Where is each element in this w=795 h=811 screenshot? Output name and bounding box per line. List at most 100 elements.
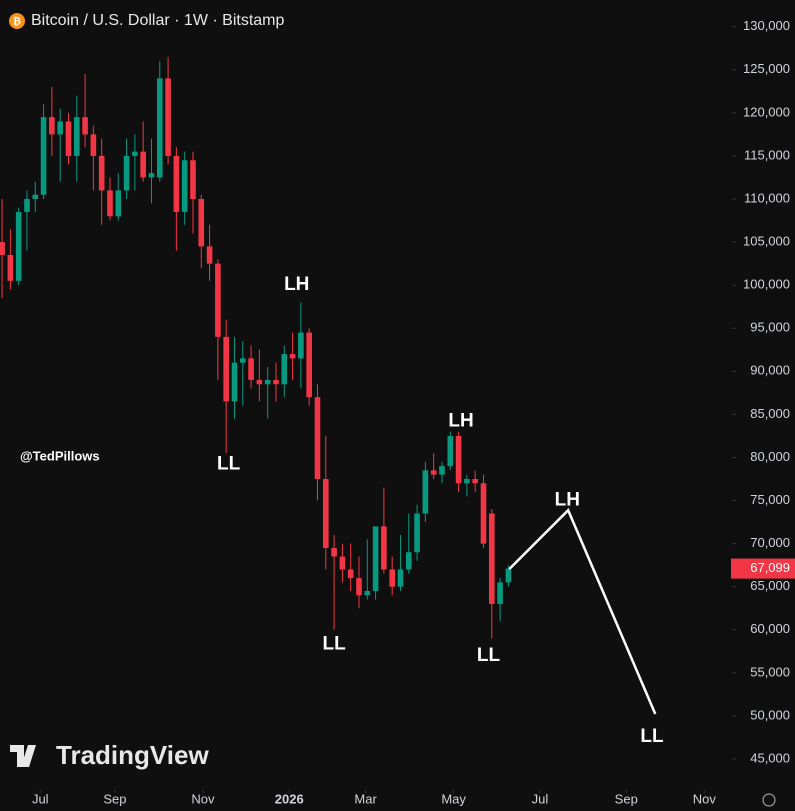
candle-body [49, 117, 55, 135]
candle-body [306, 332, 312, 398]
y-tick-label: 125,000 [743, 61, 790, 76]
candle-body [7, 255, 14, 281]
y-tick-label: 70,000 [750, 535, 790, 550]
brand-logo: TradingView [10, 740, 209, 770]
y-tick-label: 75,000 [750, 492, 790, 507]
candle-body [289, 354, 296, 359]
candle-body [372, 526, 379, 591]
y-tick-label: 130,000 [743, 18, 790, 33]
last-price-box [731, 558, 795, 579]
plot: 45,000 50,000 55,000 60,000 65,000 70,000 75,0… [0, 18, 795, 806]
candle-body [140, 151, 146, 178]
y-tick-label: 60,000 [750, 621, 790, 636]
x-tick-label: Nov [693, 791, 717, 806]
x-tick-label: Jul [32, 791, 49, 806]
annotation: LL [477, 645, 501, 666]
y-tick-label: 120,000 [743, 104, 790, 119]
y-tick-label: 85,000 [750, 406, 790, 421]
candle-body [215, 263, 221, 337]
candle-body [331, 547, 337, 557]
candle-body [264, 379, 271, 385]
settings-icon[interactable] [762, 793, 776, 807]
candle-body [32, 194, 39, 200]
chart-title: Bitcoin / U.S. Dollar · 1W · Bitstamp [31, 12, 284, 29]
candle-body [339, 556, 346, 570]
candle-body [405, 552, 412, 570]
annotation: LL [322, 633, 346, 654]
candle-body [455, 435, 462, 484]
x-tick-label: Jul [532, 791, 549, 806]
candle-body [256, 379, 263, 385]
y-tick-label: 90,000 [750, 363, 790, 378]
annotation: LH [555, 490, 580, 511]
candle-body [231, 362, 238, 402]
candle-body [273, 379, 279, 385]
y-tick-label: 65,000 [750, 578, 790, 593]
candle-body [422, 470, 429, 514]
y-tick-label: 105,000 [743, 234, 790, 249]
candle-body [165, 78, 171, 156]
candle-body [347, 569, 354, 579]
x-tick-label: Nov [191, 791, 215, 806]
candle-body [488, 513, 495, 604]
y-tick-label: 115,000 [744, 147, 790, 162]
candle-body [98, 155, 105, 191]
candle-body [381, 526, 387, 570]
candle-body [223, 336, 229, 402]
candle-body [156, 78, 163, 178]
candle-body [397, 569, 404, 587]
candle-body [497, 582, 503, 604]
last-price-label: 67,099 [750, 560, 790, 575]
candle-body [148, 173, 155, 178]
brand-mark [10, 745, 36, 767]
y-tick-label: 55,000 [750, 664, 790, 679]
candle-body [480, 483, 487, 544]
coin-symbol: ₿ [13, 16, 21, 28]
candle-body [356, 578, 362, 596]
candle-body [248, 358, 254, 380]
candle-body [414, 513, 420, 553]
annotation: LH [284, 274, 309, 295]
candle-body [472, 478, 478, 484]
candle-body [505, 568, 512, 583]
y-tick-label: 45,000 [750, 750, 790, 765]
x-tick-label: Sep [615, 791, 638, 806]
candle-body [190, 160, 196, 200]
candle-body [198, 199, 205, 247]
candle-body [0, 242, 5, 256]
brand-text: TradingView [56, 740, 209, 770]
candle-body [181, 160, 188, 212]
candle-body [123, 155, 130, 191]
y-tick-label: 100,000 [743, 277, 790, 292]
candle-body [314, 397, 321, 479]
x-tick-label: Mar [354, 791, 377, 806]
candle-body [239, 358, 246, 363]
candle-body [90, 134, 97, 156]
candle-body [206, 246, 213, 264]
candle-body [447, 435, 454, 467]
annotation: LL [217, 453, 241, 474]
x-tick-label: Sep [103, 791, 126, 806]
y-tick-label: 50,000 [750, 707, 790, 722]
candle-body [24, 199, 30, 212]
annotation: LL [640, 726, 664, 747]
candle-body [40, 117, 47, 195]
candle-body [281, 354, 288, 385]
projection-line [508, 508, 657, 715]
candle-body [107, 190, 113, 217]
candle-body [57, 121, 63, 135]
x-tick-label: 2026 [275, 791, 304, 806]
candle-body [82, 117, 88, 135]
candle-body [73, 117, 80, 156]
candle-body [15, 211, 22, 281]
candle-body [389, 569, 395, 587]
candle-body [132, 151, 138, 156]
candle-body [364, 590, 371, 596]
candle-body [430, 470, 437, 475]
y-tick-label: 80,000 [750, 449, 790, 464]
candle-body [464, 478, 470, 484]
candle-body [65, 121, 72, 156]
